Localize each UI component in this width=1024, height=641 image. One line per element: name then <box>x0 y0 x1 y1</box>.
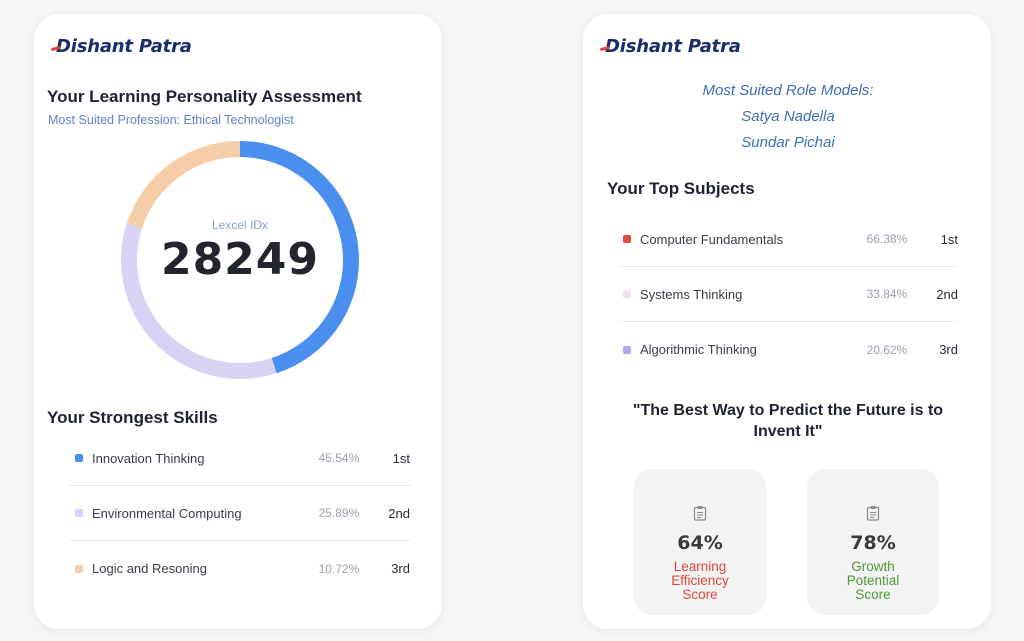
score-label-line: Learning <box>673 559 727 574</box>
subject-color-dot <box>623 290 631 298</box>
score-label-line: Efficiency <box>671 573 729 588</box>
brand-logo: Dishant Patra <box>599 36 741 57</box>
subject-name: Computer Fundamentals <box>640 231 784 247</box>
skill-percent: 45.54% <box>318 451 360 465</box>
score-label: Learning Efficiency Score <box>634 560 766 602</box>
subject-row: Systems Thinking 33.84% 2nd <box>618 267 958 322</box>
skill-rank: 2nd <box>388 505 410 521</box>
subject-percent: 33.84% <box>866 287 908 301</box>
skill-name: Logic and Resoning <box>92 561 207 576</box>
score-label: Growth Potential Score <box>807 560 939 602</box>
role-model-name: Satya Nadella <box>741 108 835 125</box>
subject-name: Systems Thinking <box>640 286 743 302</box>
skill-color-dot <box>75 509 83 517</box>
donut-segment-lavender <box>121 141 359 379</box>
subjects-title: Your Top Subjects <box>607 179 755 198</box>
skill-row: Logic and Resoning 10.72% 3rd <box>70 541 410 596</box>
clipboard-icon <box>693 506 707 521</box>
score-label-line: Growth <box>851 559 895 574</box>
subject-row: Algorithmic Thinking 20.62% 3rd <box>618 322 958 377</box>
skill-color-dot <box>75 454 83 462</box>
brand-name: Dishant Patra <box>605 36 741 57</box>
role-model-name: Sundar Pichai <box>741 134 835 151</box>
subject-percent: 20.62% <box>866 342 908 357</box>
index-label: Lexcel IDx <box>211 218 269 232</box>
insights-card: Dishant Patra Most Suited Role Models: S… <box>582 13 992 630</box>
skill-percent: 10.72% <box>318 561 360 576</box>
profession-subtitle: Most Suited Profession: Ethical Technolo… <box>48 113 294 127</box>
learning-efficiency-card: 64% Learning Efficiency Score <box>634 469 766 615</box>
index-donut: Lexcel IDx 28249 <box>120 140 360 380</box>
brand-name: Dishant Patra <box>56 36 192 57</box>
skill-row: Innovation Thinking 45.54% 1st <box>70 431 410 486</box>
index-value: 28249 <box>160 234 320 285</box>
inspirational-quote: "The Best Way to Predict the Future is t… <box>632 402 944 440</box>
skill-name: Innovation Thinking <box>92 450 205 466</box>
subject-color-dot <box>623 345 631 354</box>
assessment-card: Dishant Patra Your Learning Personality … <box>33 13 443 630</box>
subject-name: Algorithmic Thinking <box>640 342 757 357</box>
skill-name: Environmental Computing <box>92 505 242 521</box>
subject-color-dot <box>623 235 631 243</box>
growth-potential-card: 78% Growth Potential Score <box>807 469 939 615</box>
page-title: Your Learning Personality Assessment <box>47 87 362 106</box>
subject-row: Computer Fundamentals 66.38% 1st <box>618 212 958 267</box>
skill-rank: 3rd <box>391 561 410 576</box>
skills-title: Your Strongest Skills <box>47 408 218 427</box>
skill-color-dot <box>75 564 83 573</box>
score-label-line: Potential <box>846 573 900 588</box>
skill-row: Environmental Computing 25.89% 2nd <box>70 486 410 541</box>
skill-rank: 1st <box>392 450 410 466</box>
score-label-line: Score <box>682 587 718 602</box>
score-percent: 78% <box>850 532 896 554</box>
score-label-line: Score <box>855 587 891 602</box>
role-models-title: Most Suited Role Models: <box>702 82 874 99</box>
brand-logo: Dishant Patra <box>50 36 192 57</box>
subject-rank: 3rd <box>939 342 958 357</box>
donut-chart <box>121 141 359 379</box>
skill-percent: 25.89% <box>318 506 360 520</box>
subject-percent: 66.38% <box>866 232 908 246</box>
donut-segment-peach <box>121 141 359 379</box>
subject-rank: 2nd <box>936 286 958 302</box>
clipboard-icon <box>866 506 880 521</box>
score-percent: 64% <box>677 532 723 554</box>
subject-rank: 1st <box>940 231 958 247</box>
